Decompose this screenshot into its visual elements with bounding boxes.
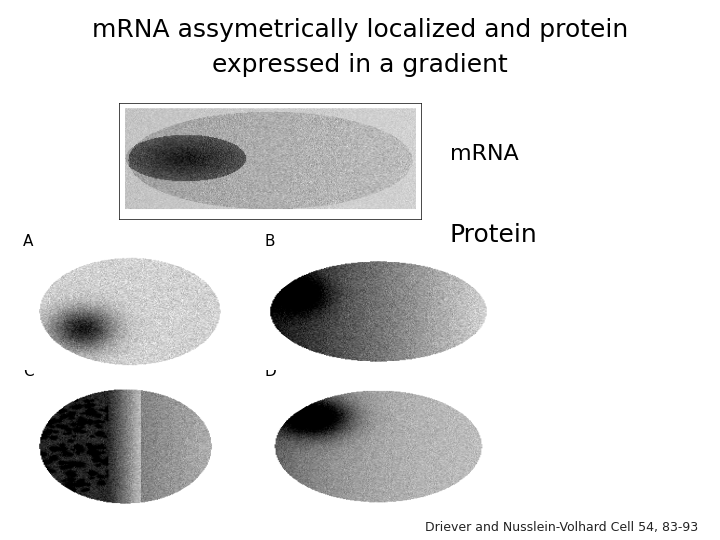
Text: mRNA assymetrically localized and protein: mRNA assymetrically localized and protei…: [92, 18, 628, 42]
Text: C: C: [23, 364, 34, 379]
Text: expressed in a gradient: expressed in a gradient: [212, 53, 508, 77]
Text: B: B: [264, 234, 275, 249]
Text: Protein: Protein: [450, 223, 538, 247]
Text: mRNA: mRNA: [450, 144, 518, 164]
Text: A: A: [23, 234, 33, 249]
Text: Driever and Nusslein-Volhard Cell 54, 83-93: Driever and Nusslein-Volhard Cell 54, 83…: [426, 521, 698, 534]
Text: D: D: [264, 364, 276, 379]
